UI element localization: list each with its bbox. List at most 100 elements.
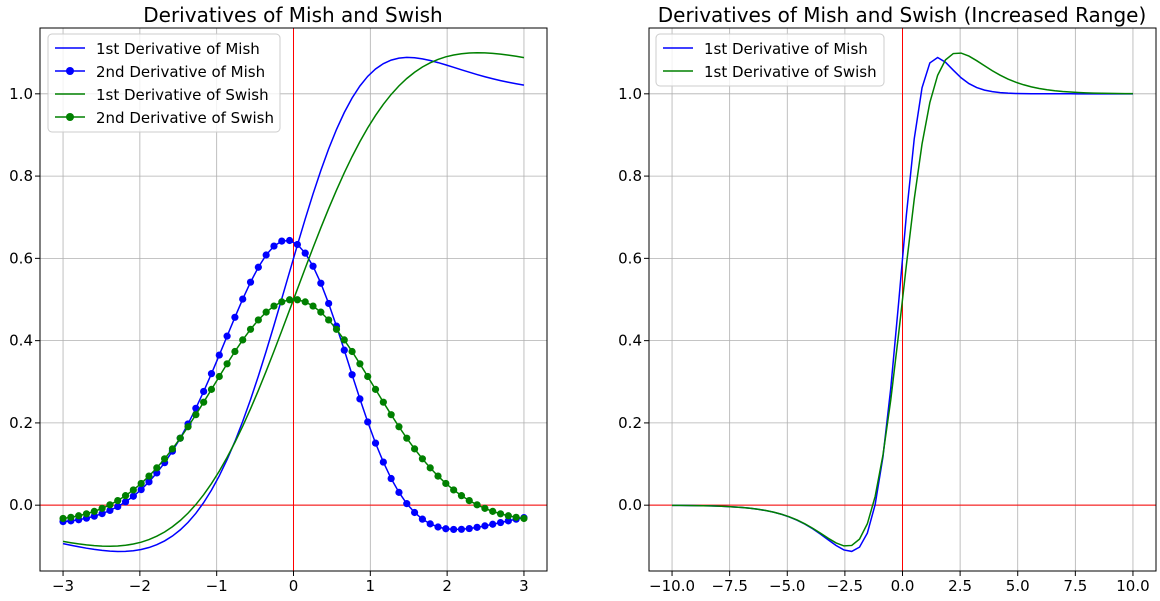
x-tick-label: −10.0 [649, 577, 695, 595]
data-point [450, 525, 458, 534]
x-tick-label: 0.0 [891, 577, 915, 595]
data-point [145, 478, 153, 486]
legend-item: 1st Derivative of Swish [663, 63, 877, 81]
data-point [161, 455, 169, 463]
x-tick-label: 0 [289, 577, 299, 595]
data-point [434, 523, 442, 531]
data-point [184, 423, 192, 431]
data-point [153, 464, 161, 472]
data-point [207, 370, 216, 378]
data-point [371, 439, 380, 447]
data-point [418, 455, 426, 463]
data-point [114, 502, 122, 511]
y-tick-label: 0.0 [9, 496, 33, 514]
data-point [278, 298, 286, 306]
data-point [153, 469, 161, 477]
data-point [325, 299, 333, 308]
data-point [418, 515, 426, 523]
legend-label: 1st Derivative of Swish [96, 86, 269, 104]
data-point [403, 434, 411, 442]
data-point [371, 385, 380, 393]
tick-labels: −10.0 −7.5 −5.0 −2.5 0.0 2.5 5.0 7.5 10.0 0.0 0.2 0… [618, 85, 1150, 595]
data-point [231, 347, 239, 356]
data-point [465, 496, 473, 505]
data-point [114, 496, 122, 505]
data-point [262, 251, 270, 259]
data-point [317, 308, 325, 316]
chart-title: Derivatives of Mish and Swish [143, 3, 442, 27]
data-point [348, 371, 356, 379]
data-point [293, 240, 302, 249]
y-tick-label: 0.2 [9, 414, 33, 432]
x-tick-label: 10.0 [1116, 577, 1149, 595]
y-tick-label: 0.8 [9, 167, 33, 185]
data-point [520, 514, 528, 523]
data-point [67, 513, 75, 521]
legend-label: 1st Derivative of Mish [704, 40, 868, 58]
data-point [293, 296, 302, 304]
data-point [59, 514, 67, 523]
series-line [62, 56, 525, 553]
data-point [246, 278, 255, 286]
x-tick-label: 5.0 [1006, 577, 1030, 595]
data-point [364, 372, 372, 381]
series-line [672, 52, 1133, 547]
data-point [340, 346, 348, 354]
y-tick-label: 1.0 [9, 85, 33, 103]
data-point [215, 372, 223, 381]
data-point [496, 510, 505, 518]
data-point [254, 263, 262, 271]
data-point [356, 360, 364, 368]
data-point [145, 472, 153, 480]
data-point [410, 508, 419, 517]
x-tick-label: −3 [52, 577, 74, 595]
data-point [410, 445, 419, 453]
data-point [387, 411, 395, 419]
data-point [106, 501, 114, 509]
data-point [192, 404, 200, 412]
chart-mish-swish-derivatives: Derivatives of Mish and Swish −3 −2 −1 0 1 2 3… [9, 3, 548, 595]
x-tick-label: −2 [129, 577, 151, 595]
x-tick-label: −2.5 [827, 577, 863, 595]
data-point [442, 525, 450, 533]
data-point [426, 520, 434, 528]
data-point [129, 486, 137, 494]
y-tick-label: 0.6 [618, 249, 642, 267]
data-point [309, 302, 317, 310]
data-point [512, 513, 520, 521]
legend: 1st Derivative of Mish 1st Derivative of… [655, 33, 885, 87]
data-point [246, 325, 255, 333]
data-point [387, 474, 395, 483]
series-layer [672, 52, 1133, 553]
data-point [481, 504, 489, 512]
data-point [98, 510, 106, 518]
legend-box [655, 33, 885, 87]
x-tick-label: 2.5 [948, 577, 972, 595]
legend-label: 1st Derivative of Swish [704, 63, 877, 81]
y-tick-label: 1.0 [618, 85, 642, 103]
x-tick-label: 1 [366, 577, 376, 595]
data-point [192, 411, 200, 419]
data-point [90, 507, 98, 515]
data-point [434, 472, 442, 480]
data-point [239, 295, 247, 303]
data-point [207, 385, 216, 393]
data-point [496, 518, 505, 527]
data-point [200, 387, 208, 396]
data-point [465, 524, 473, 533]
legend-item: 1st Derivative of Swish [55, 86, 269, 104]
chart-mish-swish-derivatives-increased-range: Derivatives of Mish and Swish (Increased… [618, 3, 1157, 595]
data-point [301, 298, 309, 306]
data-point [395, 423, 403, 431]
data-point [106, 506, 114, 515]
data-point [231, 313, 239, 321]
data-point [82, 510, 91, 518]
data-point [223, 332, 231, 340]
tick-labels: −3 −2 −1 0 1 2 3 0.0 0.2 0.4 0.6 0.8 1.0 [9, 85, 529, 595]
data-point [473, 501, 481, 509]
data-point [137, 479, 145, 488]
data-point [504, 517, 512, 525]
x-tick-label: −5.0 [769, 577, 805, 595]
legend-item: 1st Derivative of Mish [55, 40, 260, 58]
